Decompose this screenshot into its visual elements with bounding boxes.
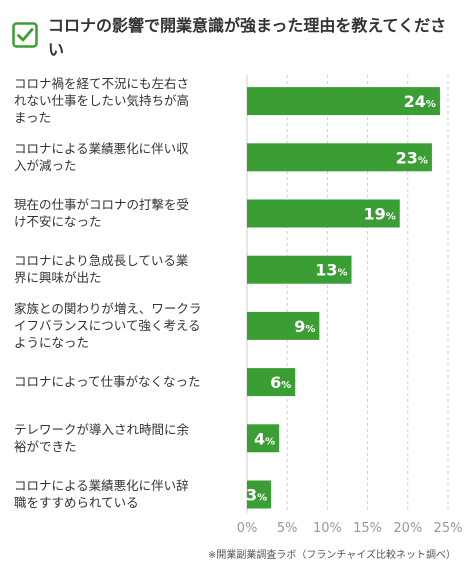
chart-title: コロナの影響で開業意識が強まった理由を教えてください — [48, 16, 447, 59]
x-tick-label: 5% — [277, 521, 298, 536]
data-label: 24% — [404, 92, 436, 111]
bar — [247, 311, 320, 340]
x-tick-label: 0% — [237, 521, 258, 536]
x-tick-label: 15% — [353, 521, 382, 536]
category-label: コロナによる業績悪化に伴い辞職をすすめられている — [14, 478, 189, 510]
bar — [247, 143, 432, 172]
category-label: テレワークが導入され時間に余裕ができた — [14, 422, 190, 454]
data-label: 23% — [396, 148, 428, 167]
data-label: 9% — [294, 317, 315, 336]
category-label: 現在の仕事がコロナの打撃を受け不安になった — [14, 197, 189, 229]
category-label: コロナによって仕事がなくなった — [14, 374, 201, 389]
bar — [247, 368, 296, 397]
category-label: コロナによる業績悪化に伴い収入が減った — [14, 141, 189, 173]
source-note: ※開業副業調査ラボ（フランチャイズ比較ネット調べ） — [208, 550, 456, 561]
checkbox-icon — [12, 22, 38, 48]
chart-header: コロナの影響で開業意識が強まった理由を教えてください — [12, 14, 462, 70]
bar — [247, 87, 440, 116]
data-label: 4% — [254, 429, 275, 448]
bar — [247, 424, 280, 453]
data-label: 19% — [363, 205, 395, 224]
data-label: 3% — [246, 486, 267, 505]
category-label: コロナ禍を経て不況にも左右されない仕事をしたい気持ちが高まった — [14, 76, 189, 125]
category-label: コロナにより急成長している業界に興味が出た — [14, 253, 189, 285]
x-tick-label: 20% — [393, 521, 422, 536]
bar — [247, 480, 272, 509]
x-tick-label: 25% — [434, 521, 463, 536]
data-label: 13% — [315, 261, 347, 280]
bar — [247, 199, 400, 228]
category-label: 家族との関わりが増え、ワークライフバランスについて強く考えるようになった — [14, 301, 201, 350]
data-label: 6% — [270, 373, 291, 392]
bar — [247, 255, 352, 284]
x-tick-label: 10% — [313, 521, 342, 536]
